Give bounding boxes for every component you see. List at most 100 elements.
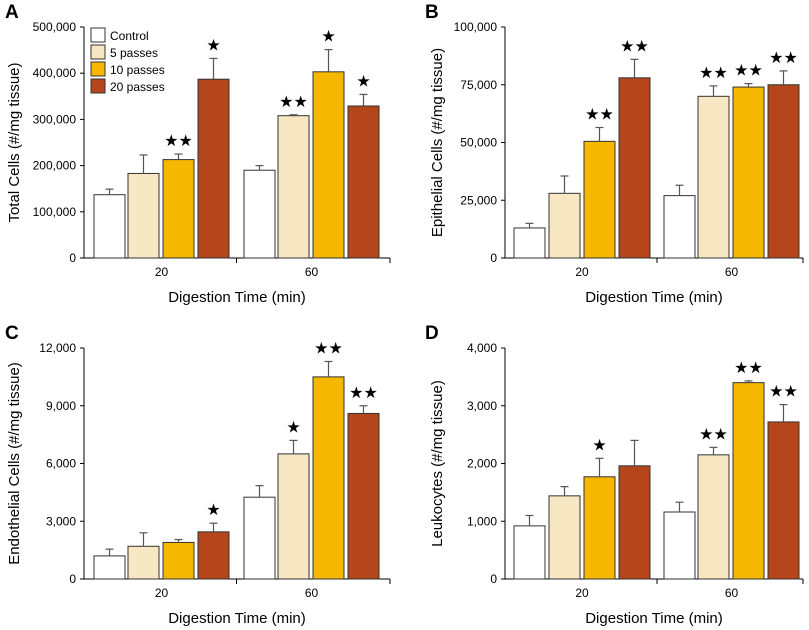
y-tick-label: 0: [490, 572, 497, 586]
bar-20-passes-20: [197, 531, 230, 580]
y-tick-label: 0: [69, 572, 76, 586]
error-bar: [209, 57, 218, 80]
legend-label: 5 passes: [110, 46, 158, 60]
significance-stars: ★: [206, 502, 220, 519]
bar-20-passes-60: [347, 105, 380, 259]
significance-stars: ★★: [585, 106, 614, 123]
significance-stars: ★★: [769, 384, 798, 401]
error-bar: [105, 548, 114, 556]
x-axis-title: Digestion Time (min): [585, 289, 723, 306]
significance-stars: ★★: [620, 38, 649, 55]
error-bar: [324, 360, 333, 377]
error-bar: [324, 49, 333, 72]
error-bar: [709, 85, 718, 97]
bar-5-passes-20: [548, 495, 581, 580]
significance-stars: ★★: [164, 133, 193, 150]
bar-10-passes-20: [162, 159, 195, 259]
bar-10-passes-60: [732, 382, 765, 580]
legend: Control 5 passes 10 passes 20 passes: [90, 27, 165, 94]
significance-stars: ★: [592, 437, 606, 454]
y-axis-title: Endothelial Cells (#/mg tissue): [6, 362, 23, 565]
y-tick-label: 400,000: [33, 66, 77, 80]
bar-10-passes-60: [312, 71, 345, 259]
bar-5-passes-60: [697, 454, 730, 580]
y-tick-label: 6,000: [46, 457, 76, 471]
bar-control-20: [93, 555, 126, 580]
x-axis-title: Digestion Time (min): [168, 289, 306, 306]
panel-a: A 0 100,000 200,000 300,000 400,000 500,000 20 6…: [5, 2, 391, 306]
error-bar: [744, 82, 753, 88]
panel-label: B: [425, 2, 439, 23]
error-bar: [139, 154, 148, 174]
error-bar: [359, 93, 368, 107]
x-tick-label: 20: [575, 265, 589, 279]
bar-5-passes-60: [277, 453, 310, 580]
y-tick-label: 100,000: [454, 20, 498, 34]
error-bar: [174, 538, 183, 543]
bar-5-passes-60: [697, 95, 730, 259]
error-bar: [525, 514, 534, 526]
x-tick-label: 60: [725, 265, 739, 279]
error-bar: [630, 58, 639, 78]
error-bar: [289, 439, 298, 454]
y-tick-label: 2,000: [467, 457, 497, 471]
bar-20-passes-60: [347, 412, 380, 580]
y-tick-label: 300,000: [33, 112, 77, 126]
bar-control-20: [93, 194, 126, 259]
legend-swatch: [90, 27, 106, 43]
error-bar: [209, 522, 218, 532]
bar-control-60: [243, 496, 276, 580]
bar-5-passes-60: [277, 115, 310, 259]
error-bar: [289, 114, 298, 116]
x-tick-label: 60: [305, 265, 319, 279]
significance-stars: ★: [286, 419, 300, 436]
significance-stars: ★: [321, 29, 335, 46]
error-bar: [744, 380, 753, 383]
y-tick-label: 200,000: [33, 159, 77, 173]
legend-label: Control: [110, 29, 149, 43]
bar-20-passes-20: [618, 465, 651, 580]
bar-10-passes-20: [583, 476, 616, 580]
bar-10-passes-20: [583, 140, 616, 259]
bar-control-60: [663, 195, 696, 259]
error-bar: [105, 188, 114, 195]
error-bar: [174, 153, 183, 160]
x-tick-label: 60: [725, 586, 739, 600]
legend-label: 20 passes: [110, 80, 165, 94]
error-bar: [359, 405, 368, 414]
y-tick-label: 500,000: [33, 20, 77, 34]
x-axis-title: Digestion Time (min): [585, 610, 723, 627]
y-tick-label: 4,000: [467, 341, 497, 355]
y-tick-label: 0: [69, 251, 76, 265]
bar-10-passes-20: [162, 541, 195, 580]
error-bar: [139, 532, 148, 547]
y-axis-title: Total Cells (#/mg tissue): [6, 62, 23, 222]
bar-20-passes-60: [767, 421, 800, 580]
legend-swatch: [90, 61, 106, 77]
bar-control-60: [243, 169, 276, 259]
bar-20-passes-20: [197, 78, 230, 259]
significance-stars: ★★: [314, 340, 343, 357]
y-tick-label: 25,000: [460, 193, 497, 207]
significance-stars: ★: [206, 37, 220, 54]
y-tick-label: 12,000: [39, 341, 76, 355]
y-axis-title: Leukocytes (#/mg tissue): [429, 380, 446, 547]
panel-label: C: [5, 323, 19, 344]
error-bar: [675, 184, 684, 196]
bar-control-20: [513, 525, 546, 580]
significance-stars: ★★: [279, 94, 308, 111]
y-tick-label: 50,000: [460, 136, 497, 150]
x-axis-title: Digestion Time (min): [168, 610, 306, 627]
significance-stars: ★★: [769, 50, 798, 67]
bar-5-passes-20: [548, 192, 581, 259]
error-bar: [255, 485, 264, 498]
significance-stars: ★★: [699, 65, 728, 82]
bar-10-passes-60: [732, 86, 765, 259]
significance-stars: ★: [356, 73, 370, 90]
error-bar: [779, 403, 788, 422]
bar-5-passes-20: [127, 172, 160, 259]
bar-control-60: [663, 511, 696, 580]
y-axis-title: Epithelial Cells (#/mg tissue): [429, 48, 446, 237]
significance-stars: ★★: [699, 426, 728, 443]
